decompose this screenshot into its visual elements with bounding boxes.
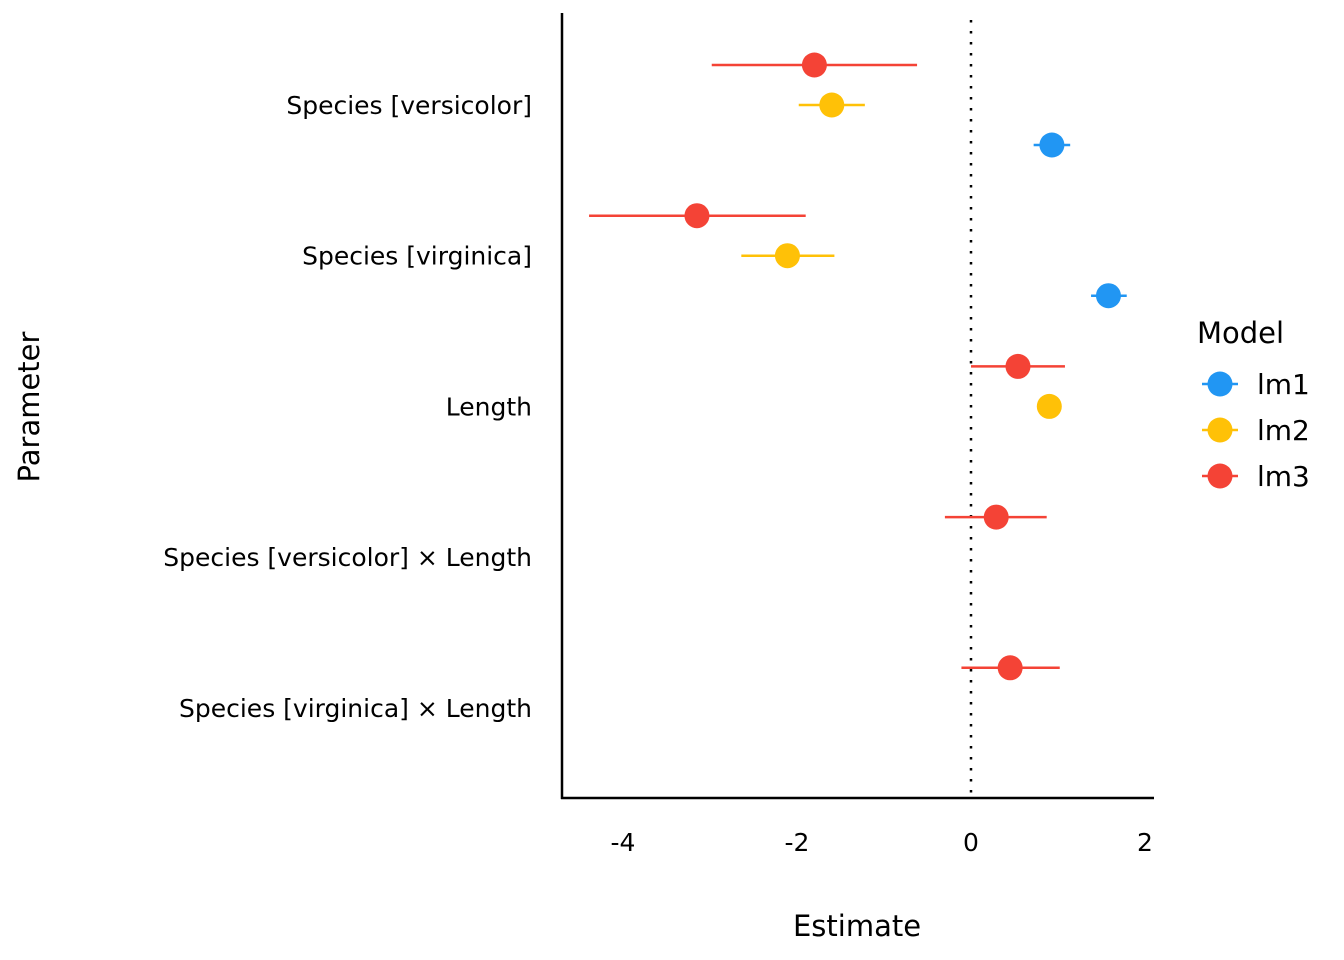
x-tick-label: 2 — [1137, 828, 1153, 857]
estimate-point — [997, 655, 1023, 681]
y-tick-labels: Species [versicolor] Species [virginica] L… — [163, 91, 532, 723]
legend-key-point — [1207, 417, 1233, 443]
legend-key-point — [1207, 371, 1233, 397]
y-tick-label: Species [versicolor] × Length — [163, 543, 532, 572]
legend: Model lm1 lm2 lm3 — [1197, 316, 1310, 493]
estimate-point — [774, 243, 800, 269]
x-tick-labels: -4 -2 0 2 — [611, 828, 1153, 857]
y-tick-label: Length — [446, 392, 532, 421]
estimate-point — [1039, 132, 1065, 158]
plot-marks — [589, 52, 1127, 681]
legend-title: Model — [1197, 316, 1284, 350]
series-lm2 — [741, 92, 1062, 419]
legend-item-lm3: lm3 — [1202, 460, 1310, 493]
series-lm3 — [589, 52, 1065, 681]
x-tick-label: 0 — [963, 828, 979, 857]
legend-label: lm2 — [1257, 414, 1310, 447]
y-tick-label: Species [virginica] — [302, 242, 532, 271]
estimate-point — [1005, 353, 1031, 379]
estimate-point — [983, 504, 1009, 530]
estimate-point — [1036, 393, 1062, 419]
x-tick-label: -2 — [785, 828, 810, 857]
legend-item-lm2: lm2 — [1202, 414, 1310, 447]
series-lm1 — [1033, 132, 1127, 309]
legend-label: lm3 — [1257, 460, 1310, 493]
y-tick-label: Species [virginica] × Length — [179, 694, 532, 723]
legend-item-lm1: lm1 — [1202, 368, 1310, 401]
legend-key-point — [1207, 463, 1233, 489]
estimate-point — [684, 203, 710, 229]
estimate-point — [1095, 283, 1121, 309]
estimate-point — [819, 92, 845, 118]
estimate-point — [801, 52, 827, 78]
x-tick-label: -4 — [611, 828, 636, 857]
x-axis-title: Estimate — [793, 909, 921, 943]
y-axis-title: Parameter — [12, 331, 46, 482]
legend-label: lm1 — [1257, 368, 1310, 401]
y-tick-label: Species [versicolor] — [286, 91, 532, 120]
